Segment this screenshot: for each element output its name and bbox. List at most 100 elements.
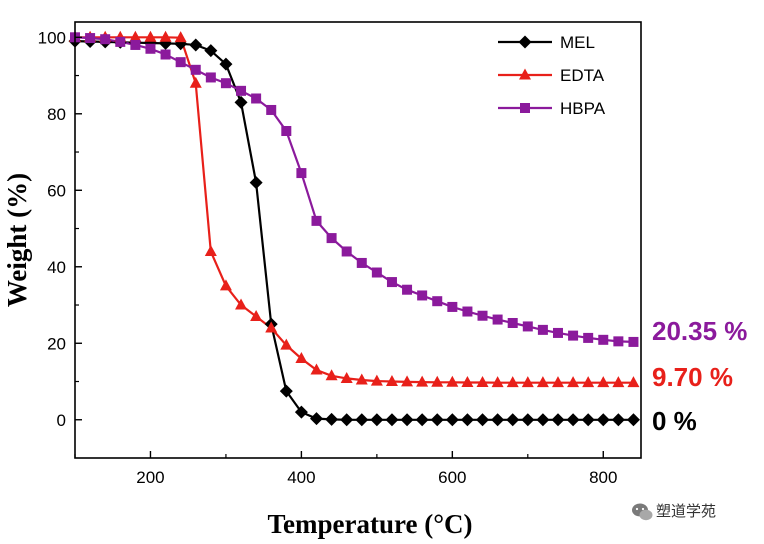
- data-point-hbpa: [236, 85, 247, 96]
- data-point-hbpa: [417, 290, 428, 301]
- data-point-hbpa: [402, 284, 413, 295]
- y-tick-label: 60: [47, 181, 66, 200]
- legend-label-mel: MEL: [560, 33, 595, 52]
- end-value-label: 9.70 %: [652, 362, 733, 392]
- data-point-hbpa: [477, 310, 488, 321]
- data-point-edta: [431, 375, 444, 387]
- data-point-hbpa: [537, 324, 548, 335]
- data-point-edta: [506, 376, 519, 388]
- data-point-mel: [189, 38, 203, 52]
- data-point-mel: [536, 413, 550, 427]
- y-tick-label: 0: [57, 411, 66, 430]
- data-point-hbpa: [507, 317, 518, 328]
- axis-ticks: 200 400 600 800 0 20 40 60 80 100: [38, 28, 618, 487]
- data-point-hbpa: [220, 78, 231, 89]
- data-point-edta: [461, 375, 474, 387]
- x-tick-label: 800: [589, 468, 617, 487]
- data-point-hbpa: [613, 336, 624, 347]
- data-point-edta: [174, 31, 187, 43]
- data-point-hbpa: [386, 277, 397, 288]
- data-point-edta: [340, 371, 353, 383]
- data-point-hbpa: [296, 168, 307, 179]
- data-point-mel: [294, 405, 308, 419]
- y-tick-label: 100: [38, 28, 66, 47]
- data-point-hbpa: [341, 246, 352, 257]
- data-point-hbpa: [462, 306, 473, 317]
- data-point-hbpa: [432, 296, 443, 307]
- data-point-mel: [309, 412, 323, 426]
- data-point-edta: [385, 375, 398, 387]
- data-point-hbpa: [447, 301, 458, 312]
- data-point-hbpa: [160, 49, 171, 60]
- data-point-hbpa: [190, 64, 201, 75]
- x-tick-label: 400: [287, 468, 315, 487]
- data-point-hbpa: [281, 126, 292, 136]
- data-point-mel: [355, 413, 369, 427]
- data-point-edta: [310, 363, 323, 375]
- data-point-mel: [370, 413, 384, 427]
- y-tick-label: 80: [47, 105, 66, 124]
- data-point-mel: [521, 413, 535, 427]
- data-point-edta: [536, 376, 549, 388]
- series-line-mel: [74, 40, 634, 421]
- data-point-hbpa: [326, 233, 337, 244]
- data-point-edta: [204, 244, 217, 256]
- end-value-label: 0 %: [652, 406, 697, 436]
- data-point-edta: [551, 376, 564, 388]
- data-point-hbpa: [492, 314, 503, 325]
- end-value-labels: 20.35 % 9.70 % 0 %: [652, 316, 747, 436]
- data-point-mel: [611, 413, 625, 427]
- legend-marker-mel: [518, 35, 532, 49]
- data-point-edta: [521, 376, 534, 388]
- data-point-hbpa: [115, 36, 126, 47]
- data-point-edta: [446, 375, 459, 387]
- data-point-hbpa: [311, 215, 322, 226]
- data-point-edta: [582, 376, 595, 388]
- data-point-edta: [370, 374, 383, 386]
- data-point-mel: [566, 413, 580, 427]
- data-point-mel: [325, 412, 339, 426]
- data-point-edta: [597, 376, 610, 388]
- data-point-edta: [325, 369, 338, 381]
- legend-marker-hbpa: [520, 103, 530, 113]
- legend: MEL EDTA HBPA: [498, 33, 606, 118]
- data-point-mel: [340, 413, 354, 427]
- data-point-edta: [416, 375, 429, 387]
- watermark: 塑道学苑: [632, 502, 716, 521]
- plot-frame: [74, 21, 642, 459]
- data-point-mel: [491, 413, 505, 427]
- data-point-mel: [219, 57, 233, 71]
- data-point-hbpa: [100, 34, 111, 45]
- y-tick-label: 20: [47, 334, 66, 353]
- data-point-mel: [415, 413, 429, 427]
- x-tick-label: 600: [438, 468, 466, 487]
- legend-marker-edta: [519, 68, 531, 80]
- data-point-mel: [626, 413, 640, 427]
- legend-label-hbpa: HBPA: [560, 99, 606, 118]
- watermark-text: 塑道学苑: [656, 502, 716, 520]
- data-point-edta: [295, 352, 308, 364]
- legend-label-edta: EDTA: [560, 66, 605, 85]
- data-point-hbpa: [145, 43, 156, 54]
- data-point-edta: [189, 76, 202, 88]
- wechat-icon: [632, 503, 653, 521]
- y-tick-label: 40: [47, 258, 66, 277]
- data-point-hbpa: [628, 336, 639, 347]
- data-point-hbpa: [175, 57, 186, 68]
- data-point-hbpa: [130, 39, 141, 50]
- data-point-hbpa: [356, 257, 367, 268]
- data-point-mel: [249, 176, 263, 190]
- data-point-edta: [491, 376, 504, 388]
- data-point-hbpa: [266, 104, 277, 115]
- data-point-edta: [612, 376, 625, 388]
- data-point-hbpa: [85, 33, 96, 44]
- data-point-edta: [627, 376, 640, 388]
- data-point-hbpa: [568, 330, 579, 341]
- data-point-mel: [460, 413, 474, 427]
- data-point-edta: [159, 30, 172, 42]
- data-point-mel: [204, 44, 218, 58]
- data-point-hbpa: [371, 267, 382, 278]
- data-point-edta: [250, 309, 263, 321]
- series-line-hbpa: [74, 36, 634, 343]
